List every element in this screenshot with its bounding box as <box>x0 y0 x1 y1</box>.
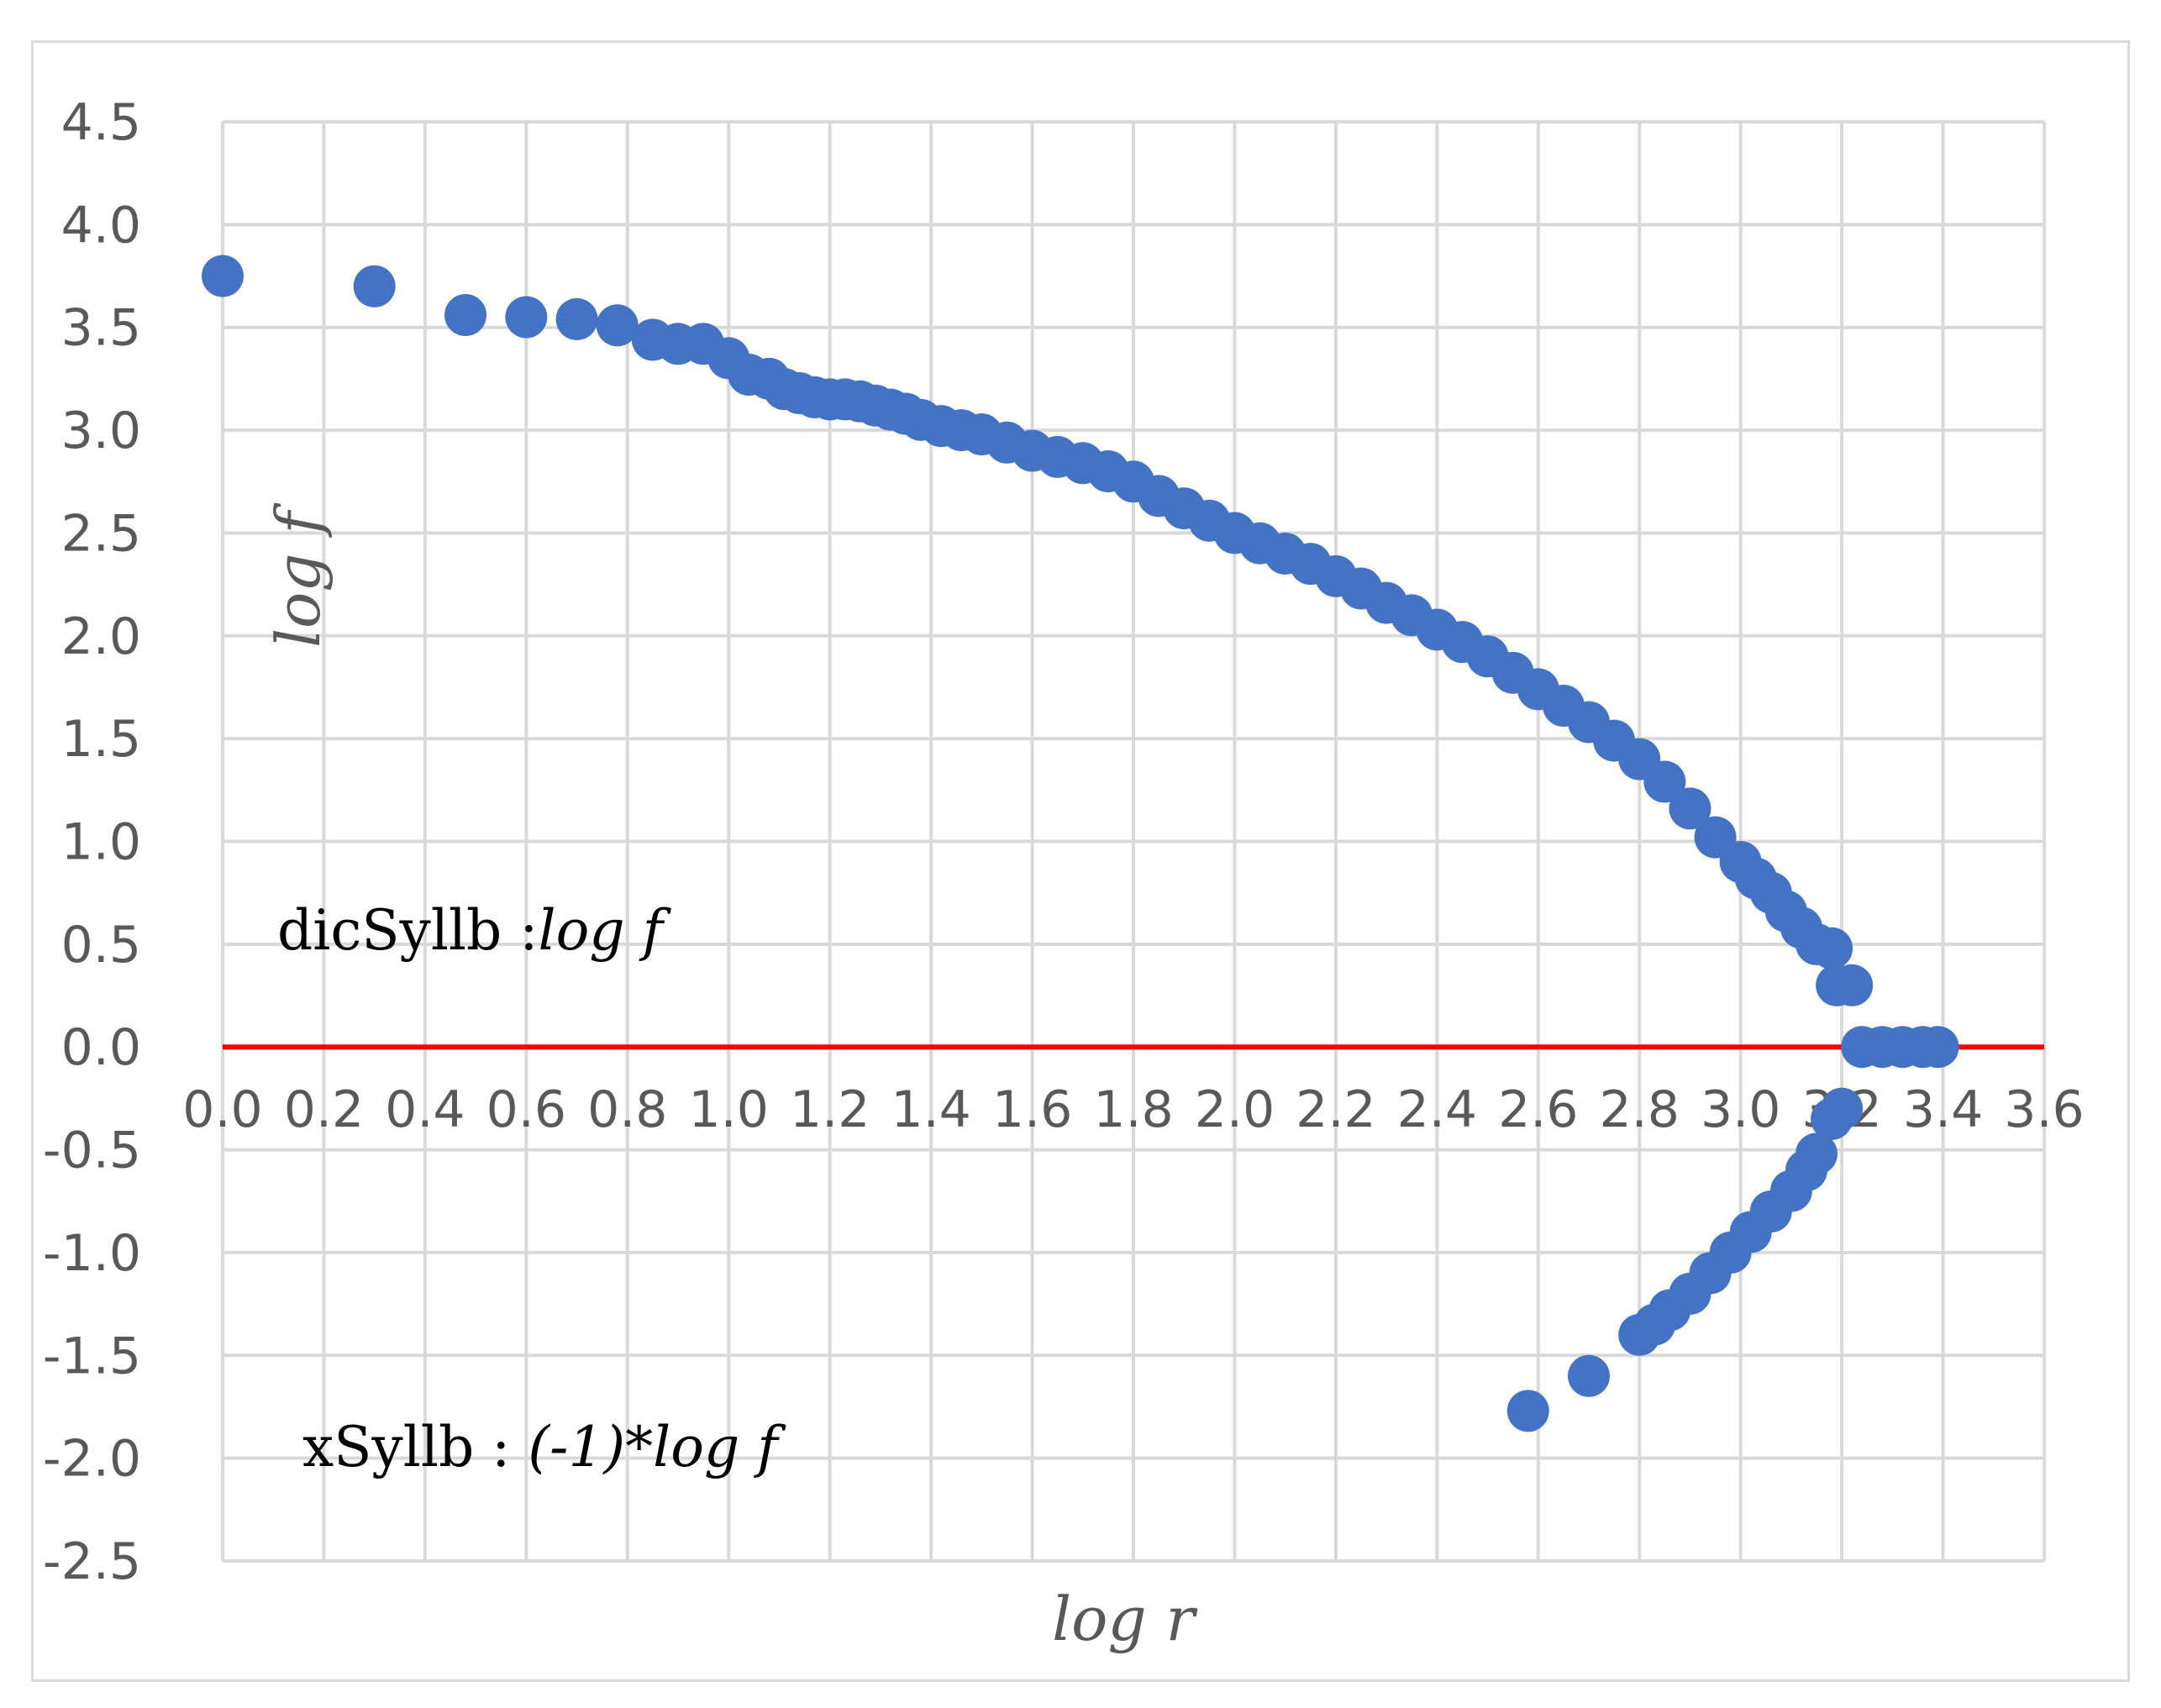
y-tick-label: -1.0 <box>43 1224 141 1283</box>
chart-frame <box>31 40 2130 1682</box>
x-tick-label: 2.2 <box>1296 1080 1375 1139</box>
y-tick-label: 1.0 <box>61 813 141 872</box>
data-point <box>1821 1087 1864 1130</box>
data-point <box>596 304 639 347</box>
x-tick-label: 2.0 <box>1195 1080 1275 1139</box>
y-tick-labels: 4.5 4.0 3.5 3.0 2.5 2.0 1.5 1.0 0.5 0.0 -0.5 -1.0 -1… <box>43 93 141 1591</box>
x-tick-label: 1.6 <box>992 1080 1072 1139</box>
x-tick-label: 1.2 <box>790 1080 870 1139</box>
annotation-dicsyllb-formula: log f <box>539 898 672 963</box>
data-point <box>505 296 548 339</box>
data-points <box>202 255 1959 1432</box>
data-point <box>1811 927 1853 970</box>
data-point <box>1796 1133 1838 1175</box>
grid <box>221 120 2046 1563</box>
y-axis-title: log f <box>263 502 334 648</box>
y-tick-label: 1.5 <box>61 710 141 769</box>
data-point <box>444 294 487 337</box>
y-tick-label: 0.0 <box>61 1018 141 1077</box>
x-tick-labels: 0.0 0.2 0.4 0.6 0.8 1.0 1.2 1.4 1.6 1.8 2.0 2.2 2.4 2… <box>182 1080 2084 1139</box>
x-tick-label: 0.4 <box>385 1080 465 1139</box>
x-tick-label: 1.4 <box>891 1080 970 1139</box>
annotation-xsyllb: xSyllb : (-1)*log f <box>302 1415 786 1479</box>
x-tick-label: 0.6 <box>486 1080 566 1139</box>
data-point <box>555 297 598 340</box>
y-tick-label: -2.5 <box>43 1532 141 1591</box>
y-tick-label: -1.5 <box>43 1327 141 1385</box>
annotation-dicsyllb-label: dicSyllb : <box>277 898 539 963</box>
x-tick-label: 3.0 <box>1701 1080 1780 1139</box>
data-point <box>1643 760 1686 803</box>
x-tick-label: 2.8 <box>1600 1080 1680 1139</box>
x-tick-label: 2.6 <box>1498 1080 1578 1139</box>
data-point <box>1669 787 1711 830</box>
data-point <box>1506 1390 1549 1432</box>
annotation-xsyllb-label: xSyllb : <box>302 1415 528 1479</box>
y-tick-label: 4.5 <box>61 93 141 152</box>
data-point <box>202 255 244 297</box>
x-tick-label: 0.2 <box>284 1080 364 1139</box>
x-tick-label: 0.8 <box>587 1080 667 1139</box>
x-axis-title: log r <box>1052 1584 1197 1654</box>
y-tick-label: 2.5 <box>61 504 141 563</box>
x-tick-label: 2.4 <box>1397 1080 1477 1139</box>
data-point <box>353 265 396 307</box>
y-tick-label: 2.0 <box>61 607 141 666</box>
x-tick-label: 1.8 <box>1093 1080 1173 1139</box>
y-tick-label: 4.0 <box>61 196 141 255</box>
data-point <box>1831 964 1874 1006</box>
data-point <box>1917 1026 1959 1069</box>
x-tick-label: 3.6 <box>2004 1080 2084 1139</box>
data-point <box>1568 1354 1610 1397</box>
x-tick-label: 3.4 <box>1903 1080 1983 1139</box>
y-tick-label: 3.0 <box>61 402 141 460</box>
annotation-dicsyllb: dicSyllb :log f <box>277 898 672 963</box>
x-tick-label: 1.0 <box>689 1080 769 1139</box>
y-tick-label: 3.5 <box>61 299 141 358</box>
y-tick-label: -0.5 <box>43 1122 141 1180</box>
y-tick-label: 0.5 <box>61 916 141 975</box>
x-tick-label: 0.0 <box>182 1080 262 1139</box>
y-tick-label: -2.0 <box>43 1430 141 1489</box>
annotation-xsyllb-formula: (-1)*log f <box>528 1415 786 1479</box>
